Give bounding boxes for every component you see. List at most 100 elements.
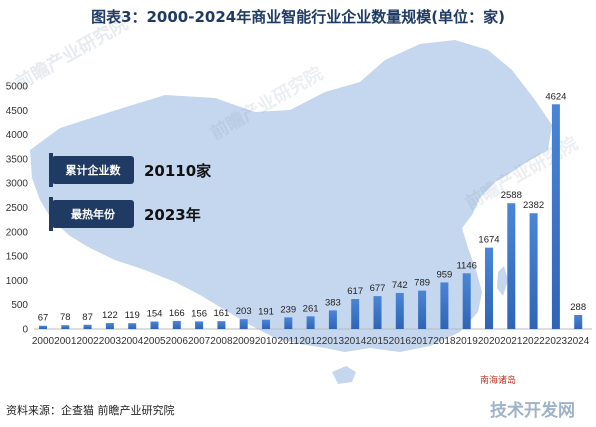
- y-tick-label: 0: [22, 325, 28, 336]
- x-tick-label-2012: 2012: [299, 336, 322, 347]
- hainan-island: [332, 366, 356, 384]
- x-tick-label-2015: 2015: [366, 336, 389, 347]
- y-tick-label: 3000: [6, 179, 29, 190]
- data-label-2019: 1146: [456, 260, 476, 271]
- x-tick-label-2018: 2018: [433, 336, 456, 347]
- bar-2011: [284, 317, 293, 329]
- x-tick-label-2003: 2003: [99, 336, 122, 347]
- data-label-2014: 617: [347, 286, 363, 297]
- y-tick-label: 500: [11, 300, 28, 311]
- bar-2017: [418, 290, 427, 329]
- x-tick-label-2016: 2016: [389, 336, 412, 347]
- x-tick-label-2011: 2011: [278, 336, 300, 347]
- bar-2008: [217, 321, 226, 329]
- data-label-2021: 2588: [501, 190, 522, 201]
- bar-2002: [83, 324, 92, 329]
- badge-cumulative-label: 累计企业数: [66, 163, 122, 177]
- bar-2021: [507, 203, 516, 329]
- data-label-2011: 239: [280, 304, 296, 315]
- bar-2005: [150, 321, 159, 329]
- y-tick-label: 5000: [6, 82, 29, 93]
- x-tick-label-2008: 2008: [210, 336, 233, 347]
- x-tick-label-2017: 2017: [411, 336, 434, 347]
- data-labels: 67 78 87 122 119 154 166 156 161 203 191 239 261 383 6…: [38, 91, 586, 323]
- bar-2016: [395, 292, 404, 329]
- south-china-sea-label: 南海诸岛: [480, 374, 516, 386]
- data-label-2002: 87: [82, 312, 93, 323]
- x-tick-label-2014: 2014: [344, 336, 367, 347]
- bar-2004: [128, 323, 137, 329]
- bar-2012: [306, 316, 315, 329]
- bar-series: [39, 104, 583, 330]
- x-tick-label-2000: 2000: [32, 336, 55, 347]
- chart-title: 图表3：2000-2024年商业智能行业企业数量规模(单位：家): [91, 8, 505, 26]
- bar-2013: [328, 310, 337, 329]
- site-watermark: 技术开发网: [490, 400, 575, 421]
- bar-2019: [462, 273, 471, 329]
- x-tick-label-2024: 2024: [567, 336, 590, 347]
- x-tick-label-2001: 2001: [54, 336, 77, 347]
- badge-hottest-bg: [52, 200, 134, 228]
- data-label-2012: 261: [303, 303, 319, 314]
- y-tick-label: 2500: [6, 203, 29, 214]
- badge-hottest-label: 最热年份: [71, 207, 116, 221]
- data-label-2023: 4624: [545, 91, 566, 102]
- y-tick-label: 4500: [6, 106, 29, 117]
- x-tick-label-2004: 2004: [121, 336, 144, 347]
- bar-2023: [551, 104, 560, 330]
- bar-2014: [351, 299, 360, 329]
- x-tick-label-2023: 2023: [545, 336, 568, 347]
- y-tick-label: 1500: [6, 252, 29, 263]
- x-tick-label-2010: 2010: [255, 336, 278, 347]
- x-tick-label-2022: 2022: [522, 336, 545, 347]
- china-map-background: [30, 40, 552, 352]
- x-tick-label-2002: 2002: [76, 336, 99, 347]
- y-axis-ticks: 0 500 1000 1500 2000 2500 3000 3500 4000 4500 5000: [6, 82, 29, 336]
- data-label-2018: 959: [436, 269, 452, 280]
- bar-2020: [485, 247, 493, 329]
- x-axis-labels: 2000 2001 2002 2003 2004 2005 2006 2007 2008 2009…: [32, 336, 590, 347]
- x-tick-label-2013: 2013: [322, 336, 345, 347]
- badge-cumulative-bg: [52, 156, 134, 184]
- data-label-2004: 119: [125, 310, 140, 321]
- badge-cumulative-value: 20110家: [144, 162, 211, 180]
- data-label-2013: 383: [325, 297, 341, 308]
- badge-hottest-year: 最热年份 2023年: [49, 197, 201, 231]
- taiwan-island: [497, 266, 508, 296]
- y-tick-label: 4000: [6, 130, 29, 141]
- badge-hottest-value: 2023年: [144, 206, 201, 224]
- x-tick-label-2009: 2009: [233, 336, 256, 347]
- x-tick-label-2006: 2006: [166, 336, 189, 347]
- badge-cumulative: 累计企业数 20110家: [49, 153, 211, 187]
- bar-2018: [440, 282, 449, 329]
- data-label-2015: 677: [370, 283, 386, 294]
- y-tick-label: 2000: [6, 227, 29, 238]
- data-label-2016: 742: [392, 280, 408, 291]
- source-note: 资料来源：企查猫 前瞻产业研究院: [6, 403, 175, 417]
- data-label-2006: 166: [169, 308, 185, 319]
- data-label-2024: 288: [570, 302, 586, 313]
- bar-2003: [105, 323, 114, 329]
- bar-2015: [373, 296, 382, 329]
- data-label-2017: 789: [414, 278, 430, 289]
- data-label-2008: 161: [213, 308, 229, 319]
- badge-cumulative-accent: [49, 153, 53, 187]
- y-tick-label: 3500: [6, 154, 29, 165]
- bar-2006: [172, 320, 181, 329]
- x-tick-label-2005: 2005: [143, 336, 166, 347]
- bar-2001: [61, 325, 70, 329]
- data-label-2000: 67: [38, 313, 49, 324]
- data-label-2003: 122: [102, 310, 118, 321]
- data-label-2007: 156: [191, 308, 207, 319]
- bar-2022: [529, 213, 538, 329]
- data-label-2005: 154: [147, 309, 163, 320]
- bar-2009: [239, 319, 248, 329]
- x-tick-label-2007: 2007: [188, 336, 211, 347]
- bar-2010: [262, 319, 270, 329]
- bar-2000: [39, 325, 47, 329]
- bar-2007: [195, 321, 204, 329]
- y-tick-label: 1000: [6, 276, 29, 287]
- badge-hottest-accent: [49, 197, 53, 231]
